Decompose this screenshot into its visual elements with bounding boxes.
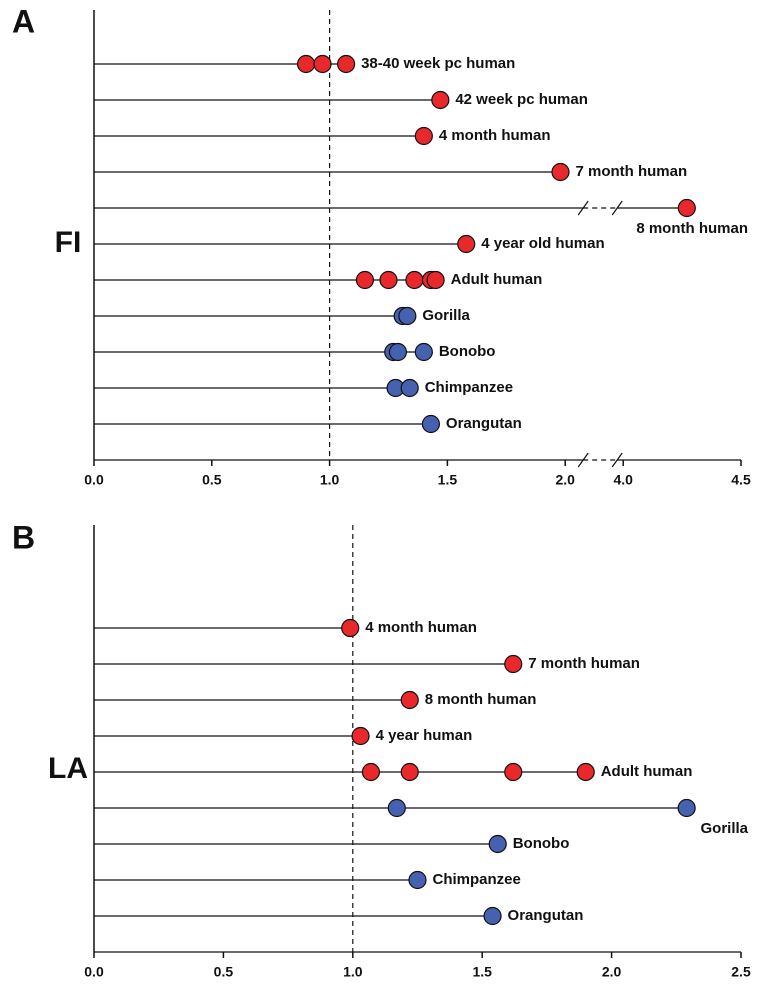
dot <box>483 906 502 926</box>
dot <box>313 54 332 74</box>
x-tick-label: 0.5 <box>202 472 222 488</box>
category-label: Orangutan <box>446 415 522 432</box>
dot <box>431 90 450 110</box>
category-label: 7 month human <box>575 163 687 180</box>
category-label: Bonobo <box>513 835 570 852</box>
dot <box>387 798 406 818</box>
category-label: 42 week pc human <box>455 91 588 108</box>
category-label: 8 month human <box>425 691 537 708</box>
category-label: Adult human <box>451 271 543 288</box>
category-label: 4 year old human <box>481 235 604 252</box>
x-tick-label: 4.5 <box>731 472 751 488</box>
category-label: 4 month human <box>439 127 551 144</box>
dot <box>388 342 408 362</box>
category-label: 7 month human <box>528 655 640 672</box>
dot <box>576 762 595 782</box>
dot <box>379 270 398 290</box>
x-tick-label: 2.5 <box>731 964 751 980</box>
dot <box>361 762 381 782</box>
break-mark <box>577 452 589 468</box>
category-label: Chimpanzee <box>425 379 513 396</box>
category-label: Bonobo <box>439 343 496 360</box>
dot <box>677 198 696 218</box>
category-label: Adult human <box>601 763 693 780</box>
dot <box>398 306 417 326</box>
dot <box>414 342 433 362</box>
x-tick-label: 1.0 <box>343 964 363 980</box>
dot <box>336 54 356 74</box>
dot <box>400 378 419 398</box>
panel-letter: A <box>12 3 35 39</box>
x-tick-label: 1.5 <box>472 964 492 980</box>
category-label: Gorilla <box>422 307 470 324</box>
category-label: 38-40 week pc human <box>361 55 515 72</box>
dot <box>400 762 419 782</box>
category-label: 8 month human <box>636 220 748 237</box>
y-axis-label: FI <box>55 226 82 259</box>
x-tick-label: 0.5 <box>214 964 234 980</box>
dot <box>421 414 441 434</box>
dot <box>296 54 316 74</box>
dot <box>504 654 523 674</box>
dot <box>408 870 427 890</box>
dot <box>351 726 370 746</box>
dot <box>400 690 419 710</box>
x-tick-label: 0.0 <box>84 964 104 980</box>
category-label: 4 year human <box>376 727 473 744</box>
dot <box>355 270 375 290</box>
panel-letter: B <box>12 519 35 555</box>
dot <box>504 762 523 782</box>
category-label: Orangutan <box>508 907 584 924</box>
x-tick-label: 0.0 <box>84 472 104 488</box>
break-mark <box>577 200 589 216</box>
category-label: Chimpanzee <box>433 871 521 888</box>
dot <box>414 126 433 146</box>
x-tick-label: 1.0 <box>320 472 340 488</box>
break-mark <box>611 452 623 468</box>
dot <box>551 162 570 182</box>
dot <box>426 270 445 290</box>
dot <box>488 834 507 854</box>
y-axis-label: LA <box>48 752 88 785</box>
x-tick-label: 1.5 <box>438 472 458 488</box>
category-label: 4 month human <box>365 619 477 636</box>
dot <box>457 234 476 254</box>
x-tick-label: 2.0 <box>555 472 575 488</box>
x-tick-label: 4.0 <box>613 472 633 488</box>
x-tick-label: 2.0 <box>602 964 622 980</box>
break-mark <box>611 200 623 216</box>
dot <box>677 798 696 818</box>
dot <box>341 618 360 638</box>
category-label: Gorilla <box>700 820 748 837</box>
dot <box>405 270 424 290</box>
